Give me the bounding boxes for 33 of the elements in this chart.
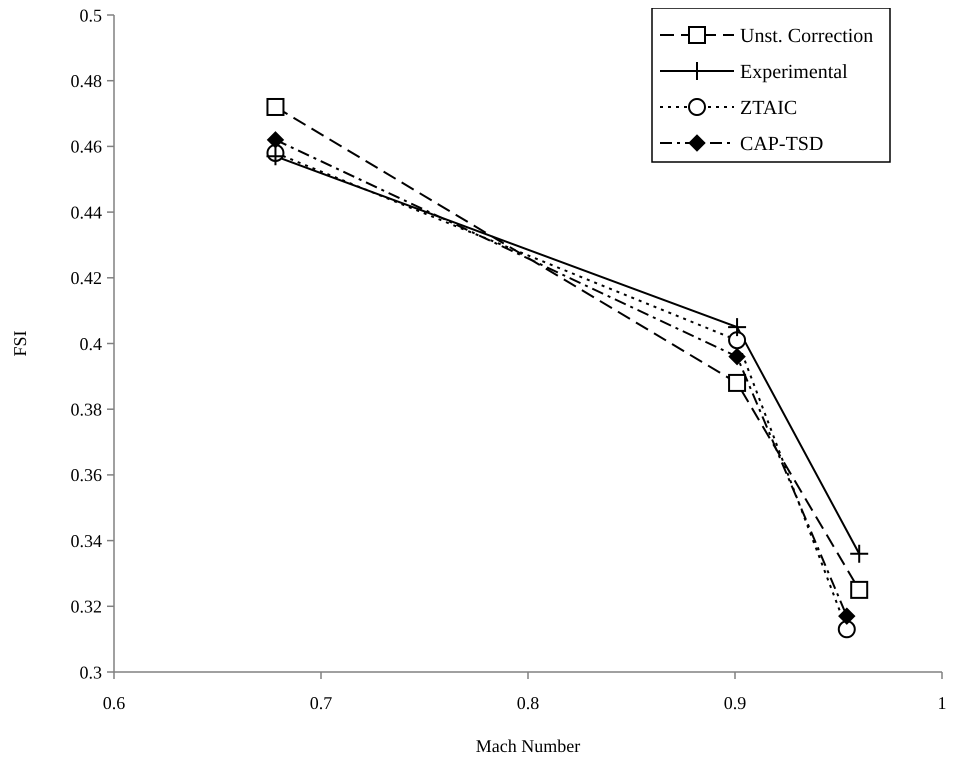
point: [266, 131, 284, 148]
legend-label: ZTAIC: [740, 97, 798, 119]
y-tick-label: 0.32: [70, 596, 102, 617]
point: [728, 348, 746, 366]
point: [849, 544, 870, 564]
y-tick-label: 0.42: [70, 268, 102, 288]
y-tick-label: 0.48: [70, 71, 102, 91]
x-tick-label: 0.9: [724, 693, 746, 713]
x-tick-label: 1: [938, 693, 946, 713]
point: [728, 331, 746, 350]
point: [838, 620, 856, 638]
x-axis-title: Mach Number: [476, 736, 580, 756]
legend-label: Experimental: [740, 61, 848, 83]
y-tick-label: 0.46: [70, 136, 102, 157]
point: [727, 317, 748, 338]
y-tick-label: 0.3: [80, 662, 102, 682]
y-tick-label: 0.34: [70, 530, 102, 551]
legend-label: Unst. Correction: [740, 25, 874, 47]
point: [266, 98, 284, 116]
point: [728, 374, 746, 392]
point: [838, 608, 856, 625]
legend-label: CAP-TSD: [740, 133, 824, 155]
y-tick-label: 0.5: [80, 5, 102, 26]
y-axis-title: FSI: [10, 330, 30, 357]
x-tick-label: 0.7: [310, 693, 332, 713]
x-tick-label: 0.6: [102, 693, 126, 713]
point: [265, 146, 286, 166]
x-tick-label: 0.8: [516, 693, 540, 713]
y-tick-label: 0.36: [70, 465, 102, 486]
y-tick-label: 0.44: [70, 202, 102, 222]
y-tick-label: 0.4: [80, 334, 102, 354]
point: [850, 580, 868, 599]
y-tick-label: 0.38: [70, 400, 102, 420]
